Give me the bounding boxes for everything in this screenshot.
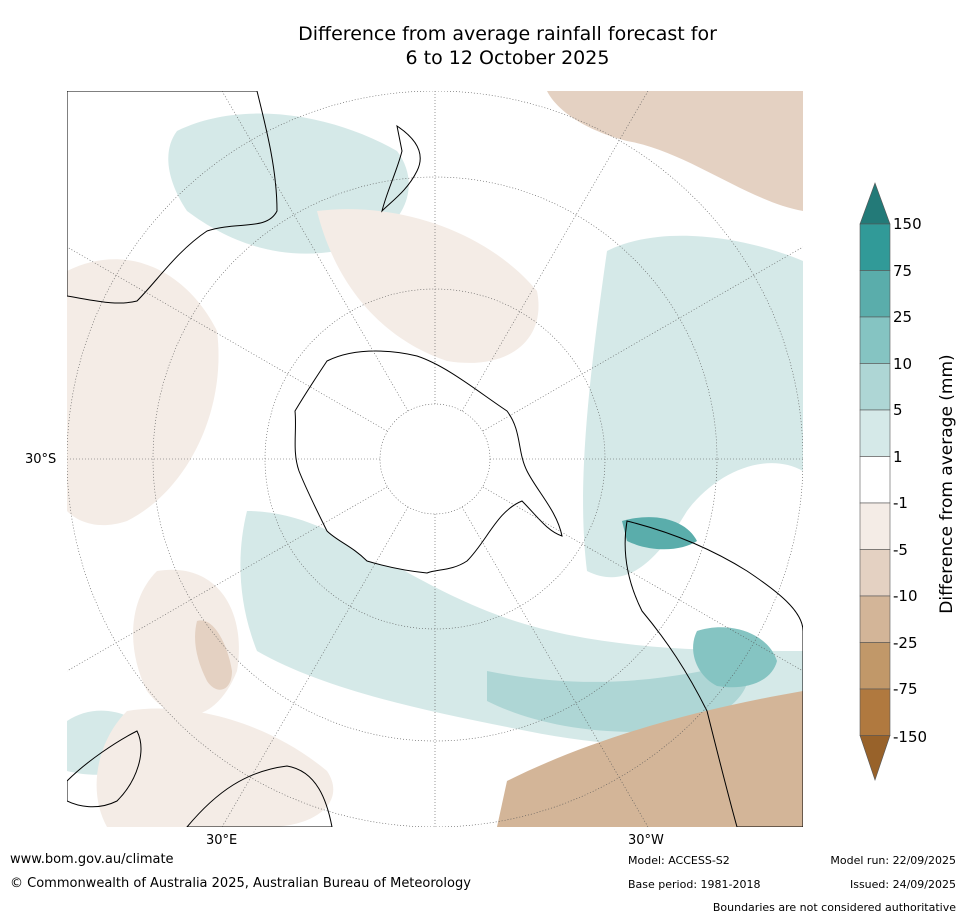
dry-region-south-america	[497, 691, 803, 827]
wet-region-chile-band	[487, 661, 749, 732]
australia-coastline	[67, 91, 278, 304]
wet-region-south-atlantic	[583, 235, 803, 578]
dry-region-southwest	[96, 708, 334, 827]
colorbar-seg-75-150	[859, 223, 891, 271]
dry-region-pacific-central	[317, 209, 539, 363]
footer-copyright: © Commonwealth of Australia 2025, Austra…	[10, 876, 471, 891]
colorbar-tick-10: 10	[893, 355, 913, 373]
colorbar-tick-5: 5	[893, 401, 903, 419]
colorbar-segments	[859, 182, 891, 781]
colorbar-tick-150: 150	[893, 215, 922, 233]
title-line-1: Difference from average rainfall forecas…	[298, 23, 717, 45]
map-title: Difference from average rainfall forecas…	[0, 22, 965, 70]
title-line-2: 6 to 12 October 2025	[405, 47, 610, 69]
footer-disclaimer: Boundaries are not considered authoritat…	[712, 901, 956, 914]
footer-model: Model: ACCESS-S2	[628, 854, 730, 867]
wet-region-patagonia	[693, 627, 777, 688]
lat-label-30s: 30°S	[25, 452, 57, 467]
footer-issued: Issued: 24/09/2025	[849, 878, 956, 891]
colorbar-tick-m5: -5	[893, 541, 908, 559]
graticule	[67, 91, 803, 827]
colorbar-label: Difference from average (mm)	[937, 354, 957, 614]
colorbar-extend-top	[859, 182, 891, 225]
colorbar-seg-1-5	[859, 409, 891, 457]
lon-label-30e: 30°E	[206, 833, 238, 848]
dry-region-small-patch	[195, 620, 232, 690]
colorbar-tick-m10: -10	[893, 587, 918, 605]
footer-base-period: Base period: 1981-2018	[628, 878, 761, 891]
colorbar-tick-25: 25	[893, 308, 913, 326]
footer-model-run: Model run: 22/09/2025	[830, 854, 956, 867]
colorbar-tick-m1: -1	[893, 494, 908, 512]
colorbar-tick-m75: -75	[893, 680, 918, 698]
colorbar-seg-m10-m25	[859, 595, 891, 643]
colorbar	[859, 182, 891, 781]
colorbar-seg-m25-m75	[859, 642, 891, 690]
dry-region-atlantic-north	[547, 91, 803, 211]
south-america-coastline	[624, 520, 803, 827]
africa-coastline	[186, 765, 333, 827]
new-zealand-coastline	[381, 124, 421, 213]
colorbar-tick-75: 75	[893, 262, 913, 280]
colorbar-seg-m1-m5	[859, 502, 891, 550]
colorbar-seg-10-25	[859, 316, 891, 364]
colorbar-seg-neutral	[859, 456, 891, 504]
graticule-circle-60s	[152, 176, 718, 742]
colorbar-tick-1: 1	[893, 448, 903, 466]
antarctica-coastline	[294, 350, 563, 574]
colorbar-seg-m5-m10	[859, 549, 891, 597]
colorbar-seg-5-10	[859, 363, 891, 411]
colorbar-seg-m75-m150	[859, 688, 891, 736]
colorbar-tick-m25: -25	[893, 634, 918, 652]
madagascar-coastline	[67, 730, 142, 808]
colorbar-seg-25-75	[859, 270, 891, 318]
lon-label-30w: 30°W	[628, 833, 664, 848]
footer-url[interactable]: www.bom.gov.au/climate	[10, 852, 174, 867]
colorbar-extend-bottom	[859, 735, 891, 781]
rainfall-map	[67, 91, 803, 827]
dry-region-southern-indian	[67, 259, 219, 526]
colorbar-tick-m150: -150	[893, 728, 928, 746]
